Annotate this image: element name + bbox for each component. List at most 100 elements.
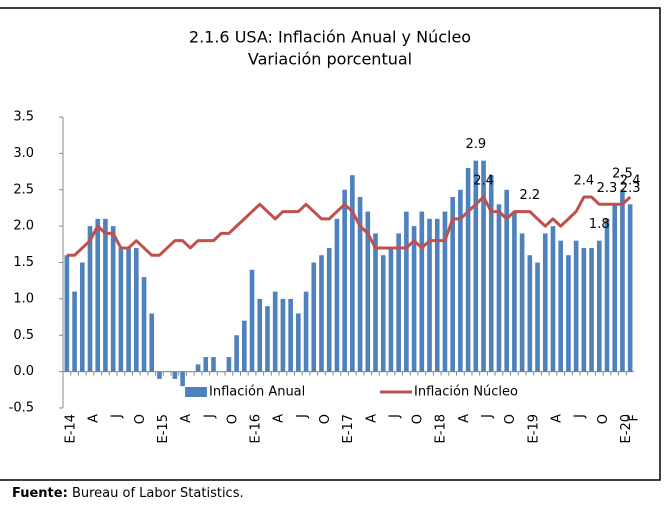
bar: [334, 218, 340, 372]
bar: [272, 291, 278, 372]
bar: [604, 218, 610, 372]
y-tick-label: 1.5: [13, 255, 34, 270]
bar: [396, 233, 401, 372]
bar: [126, 247, 131, 372]
bar: [172, 371, 178, 379]
bar: [164, 371, 170, 373]
y-tick-label: -0.5: [9, 401, 34, 416]
y-tick-label: 3.0: [13, 146, 34, 161]
bar: [535, 262, 540, 372]
x-tick-label: E-20: [619, 414, 634, 443]
chart-subtitle: Variación porcentual: [248, 50, 412, 69]
x-tick-label: J: [110, 414, 125, 419]
legend-swatch: [185, 387, 207, 397]
y-tick-label: 2.5: [13, 182, 34, 197]
x-tick-label: J: [387, 414, 402, 419]
bar: [357, 197, 363, 372]
x-tick-label: F: [627, 414, 642, 421]
bar: [573, 240, 579, 372]
x-tick-label: E-16: [249, 414, 264, 443]
bar: [280, 298, 286, 372]
x-tick-label: O: [411, 414, 426, 424]
bar: [296, 313, 301, 372]
bar: [427, 218, 432, 372]
x-tick-label: A: [179, 414, 194, 423]
bar: [350, 175, 355, 372]
bar: [519, 233, 525, 372]
data-label: 2.4: [473, 174, 494, 189]
bar: [103, 218, 108, 372]
bar: [141, 277, 147, 372]
x-tick-label: O: [318, 414, 333, 424]
source: Fuente: Bureau of Labor Statistics.: [12, 486, 244, 501]
bar: [226, 357, 232, 372]
bar: [149, 313, 155, 372]
bar: [211, 357, 216, 372]
bar: [118, 247, 124, 372]
bar: [288, 298, 293, 372]
x-tick-label: E-17: [341, 414, 356, 443]
x-tick-label: A: [272, 414, 287, 423]
bar: [527, 255, 533, 372]
data-label: 2.3: [620, 181, 641, 196]
data-label: 1.8: [589, 217, 610, 232]
chart-title: 2.1.6 USA: Inflación Anual y Núcleo: [189, 28, 471, 47]
bar: [110, 226, 116, 372]
x-tick-label: J: [295, 414, 310, 419]
x-tick-label: J: [573, 414, 588, 419]
x-tick-label: E-15: [156, 414, 171, 443]
bar: [434, 218, 440, 372]
x-tick-label: O: [225, 414, 240, 424]
y-tick-label: 0.0: [13, 364, 34, 379]
x-tick-label: A: [457, 414, 472, 423]
source-label: Fuente:: [12, 486, 68, 501]
y-tick-label: 1.0: [13, 291, 34, 306]
bar: [203, 357, 209, 372]
data-label: 2.5: [612, 166, 633, 181]
bar: [504, 189, 509, 372]
bar: [64, 255, 70, 372]
legend-label: Inflación Anual: [209, 385, 305, 400]
bar: [195, 364, 201, 372]
bar: [373, 233, 378, 372]
data-label: 2.9: [465, 137, 486, 152]
x-tick-label: A: [87, 414, 102, 423]
bar: [311, 262, 317, 372]
bar: [512, 211, 517, 372]
bar: [234, 335, 239, 372]
y-tick-label: 3.5: [13, 110, 34, 125]
x-tick-label: A: [549, 414, 564, 423]
bar: [566, 255, 571, 372]
bar: [303, 291, 309, 372]
bar: [380, 255, 386, 372]
bar: [542, 233, 548, 372]
x-tick-label: E-18: [434, 414, 449, 443]
bar: [627, 204, 633, 372]
bar: [319, 255, 324, 372]
bar: [342, 189, 347, 372]
y-tick-label: 2.0: [13, 219, 34, 234]
x-tick-label: A: [364, 414, 379, 423]
bar: [133, 247, 139, 372]
data-label: 2.4: [574, 174, 595, 189]
chart-frame: [0, 7, 661, 481]
legend-label: Inflación Núcleo: [414, 385, 518, 400]
bar: [496, 204, 502, 372]
bar: [465, 167, 471, 372]
bar: [404, 211, 409, 372]
bar: [596, 240, 602, 372]
bar: [558, 240, 564, 372]
x-tick-label: O: [503, 414, 518, 424]
bar: [72, 291, 77, 372]
bar: [257, 298, 263, 372]
bar: [450, 197, 455, 372]
data-label: 2.3: [597, 181, 618, 196]
bar: [581, 247, 587, 372]
x-tick-label: J: [480, 414, 495, 419]
bar: [365, 211, 371, 372]
line: [66, 195, 632, 257]
bar: [87, 226, 93, 372]
x-tick-label: E-14: [63, 414, 78, 443]
bar: [249, 269, 255, 372]
